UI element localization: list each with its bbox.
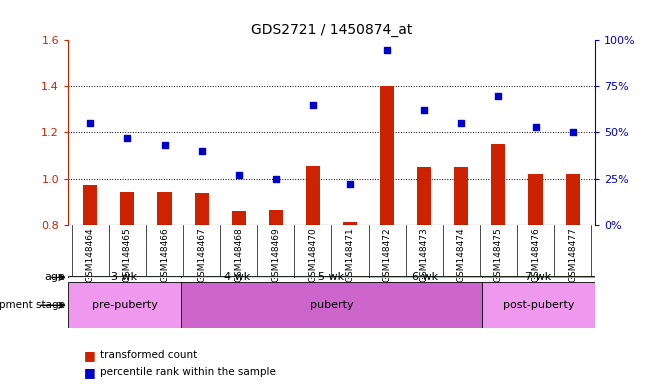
Bar <box>68 282 181 328</box>
Text: age: age <box>44 272 65 283</box>
Point <box>568 129 578 136</box>
Bar <box>491 144 505 225</box>
Bar <box>294 276 369 278</box>
Bar <box>343 222 357 225</box>
Bar <box>529 174 542 225</box>
Bar <box>454 167 469 225</box>
Text: ■: ■ <box>84 366 96 379</box>
Point <box>122 135 133 141</box>
Text: pre-puberty: pre-puberty <box>91 300 157 310</box>
Bar <box>306 166 320 225</box>
Bar <box>369 276 482 278</box>
Point <box>382 46 392 53</box>
Text: percentile rank within the sample: percentile rank within the sample <box>100 367 276 377</box>
Point <box>530 124 540 130</box>
Point <box>345 181 355 187</box>
Bar <box>417 167 432 225</box>
Text: 5 wk: 5 wk <box>318 272 345 283</box>
Point <box>159 142 170 149</box>
Text: development stage: development stage <box>0 300 65 310</box>
Point <box>85 120 95 126</box>
Bar <box>380 86 394 225</box>
Bar <box>157 192 172 225</box>
Text: ■: ■ <box>84 349 96 362</box>
Bar <box>566 174 580 225</box>
Text: 7 wk: 7 wk <box>526 272 551 283</box>
Text: transformed count: transformed count <box>100 350 198 360</box>
Bar <box>83 185 97 225</box>
Bar <box>121 192 134 225</box>
Bar <box>181 282 482 328</box>
Point <box>196 148 207 154</box>
Text: post-puberty: post-puberty <box>503 300 574 310</box>
Text: puberty: puberty <box>310 300 353 310</box>
Point <box>493 93 503 99</box>
Point <box>308 102 318 108</box>
Point <box>233 172 244 178</box>
Title: GDS2721 / 1450874_at: GDS2721 / 1450874_at <box>251 23 412 36</box>
Bar <box>181 276 294 278</box>
Bar <box>194 193 209 225</box>
Bar <box>68 276 181 278</box>
Text: 4 wk: 4 wk <box>224 272 251 283</box>
Bar <box>482 282 595 328</box>
Bar <box>269 210 283 225</box>
Text: 3 wk: 3 wk <box>111 272 137 283</box>
Bar <box>231 211 246 225</box>
Text: 6 wk: 6 wk <box>413 272 439 283</box>
Point <box>456 120 467 126</box>
Point <box>419 107 430 113</box>
Point <box>271 175 281 182</box>
Bar <box>482 276 595 278</box>
